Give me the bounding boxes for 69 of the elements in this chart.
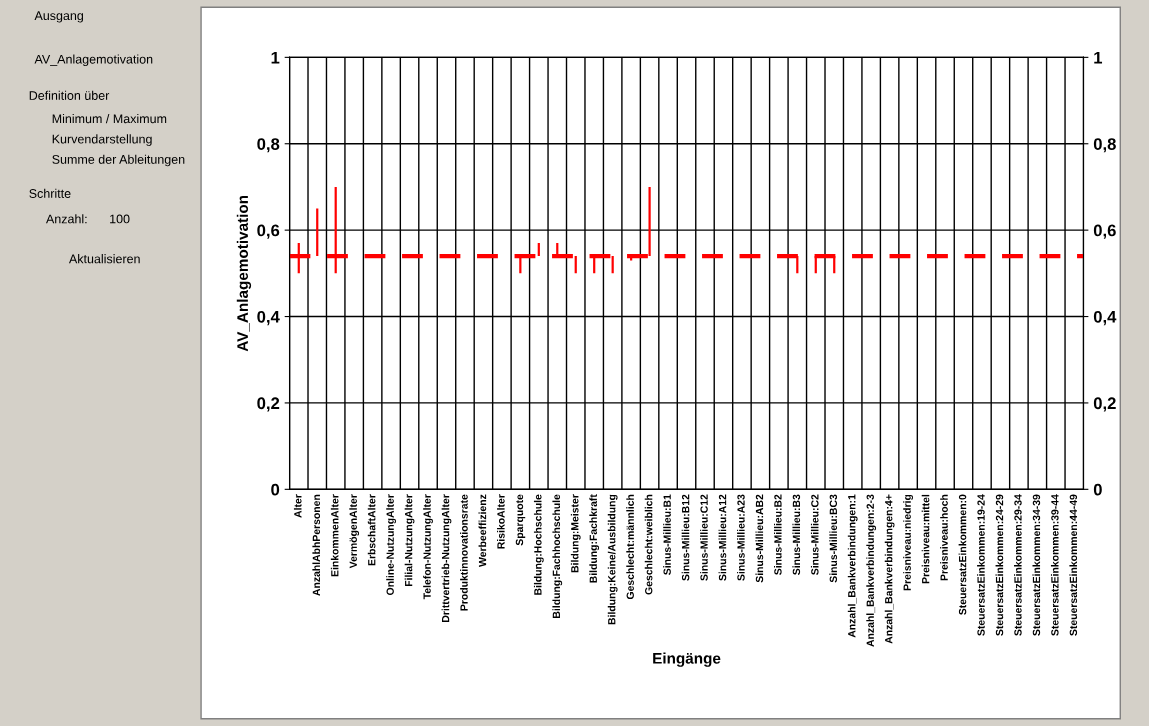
x-tick-label: Bildung:Fachkraft	[589, 494, 600, 583]
x-tick-label: SteuersatzEinkommen:39-44	[1050, 494, 1059, 636]
x-tick-label: VermögenAlter	[349, 494, 360, 569]
x-tick-label: ErbschaftAlter	[367, 494, 376, 566]
x-tick-label: SteuersatzEinkommen:0	[958, 494, 967, 615]
text: Schritte	[29, 188, 71, 198]
text: Minimum / Maximum	[52, 113, 167, 124]
x-tick-label: Bildung:Keine/Ausbildung	[607, 494, 618, 625]
x-tick-label: Preisniveau:mittel	[921, 494, 930, 584]
y-tick-label: 0,2	[257, 397, 280, 412]
text: Definition über	[29, 90, 110, 100]
x-tick-label: Preisniveau:hoch	[940, 494, 948, 581]
x-tick-label: SteuersatzEinkommen:29-34	[1014, 494, 1022, 636]
x-tick-label: EinkommenAlter	[330, 494, 339, 577]
x-tick-label: Geschlecht:weiblich	[644, 494, 653, 595]
x-tick-label: Geschlecht:männlich	[626, 494, 634, 600]
text: Aktualisieren	[68, 254, 140, 264]
x-tick-label: Produktinnovationsrate	[460, 494, 468, 611]
x-tick-label: Werbeeffizienz	[478, 494, 487, 567]
x-tick-label: Sinus-Millieu:A12	[718, 494, 727, 581]
x-tick-label: RisikoAlter	[497, 494, 505, 549]
text: Ausgang	[34, 11, 84, 23]
x-tick-label: Sinus-Millieu:B1	[663, 494, 671, 575]
text: Kurvendarstellung	[52, 134, 152, 146]
y2-tick-label: 1	[1094, 51, 1103, 64]
x-tick-label: Anzahl_Bankverbindungen:1	[847, 494, 858, 638]
y-tick-label: 1	[271, 51, 280, 64]
x-tick-label: Sinus-Millieu:AB2	[755, 494, 764, 583]
text: AV_Anlagemotivation	[34, 54, 153, 67]
x-tick-label: Bildung:Meister	[570, 494, 581, 573]
x-tick-label: Sinus-Millieu:BC3	[829, 494, 838, 583]
y2-tick-label: 0,8	[1093, 138, 1116, 153]
x-tick-label: Sinus-Millieu:B2	[773, 494, 782, 575]
text: Anzahl:	[45, 214, 87, 224]
y2-tick-label: 0,2	[1093, 397, 1116, 412]
y-tick-label: 0,6	[257, 224, 280, 239]
text: 100	[110, 214, 130, 224]
y2-tick-label: 0,6	[1093, 224, 1116, 239]
x-tick-label: SteuersatzEinkommen:44-49	[1069, 494, 1078, 636]
x-tick-label: Bildung:Fachhochschule	[552, 494, 563, 618]
x-tick-label: Sinus-Millieu:C2	[810, 494, 819, 575]
x-tick-label: Filial-NutzungAlter	[404, 494, 415, 587]
y2-tick-label: 0	[1093, 483, 1102, 496]
x-tick-label: Sinus-Millieu:B12	[681, 494, 690, 581]
x-axis-title: Eingänge	[653, 652, 721, 667]
bar	[316, 208, 319, 257]
y-tick-label: 0,4	[257, 310, 280, 326]
y-tick-label: 0,8	[257, 138, 280, 153]
x-tick-label: SteuersatzEinkommen:19-24	[977, 494, 985, 636]
x-tick-label: Sinus-Millieu:C12	[700, 494, 708, 581]
x-tick-label: Online-NutzungAlter	[386, 494, 396, 596]
x-tick-label: Sinus-Millieu:A23	[737, 494, 745, 581]
x-tick-label: Anzahl_Bankverbindungen:2-3	[866, 494, 877, 647]
bar	[537, 243, 540, 257]
y-axis-title: AV_Anlagemotivation	[236, 195, 252, 352]
x-tick-label: Preisniveau:niedrig	[903, 494, 913, 591]
x-tick-label: Alter	[293, 494, 302, 518]
x-tick-label: Anzahl_Bankverbindungen:4+	[884, 494, 895, 644]
x-tick-label: Sparquote	[515, 494, 526, 546]
x-tick-label: SteuersatzEinkommen:24-29	[995, 494, 1004, 636]
x-tick-label: AnzahlAbhPersonen	[312, 494, 321, 596]
y-tick-label: 0	[271, 483, 280, 496]
x-tick-label: Sinus-Millieu:B3	[792, 494, 801, 575]
x-tick-label: Bildung:Hochschule	[533, 494, 544, 595]
text: Summe der Ableitungen	[52, 154, 185, 167]
x-tick-label: Drittvertrieb-NutzungAlter	[441, 494, 452, 622]
x-tick-label: SteuersatzEinkommen:34-39	[1032, 494, 1041, 636]
x-tick-label: Telefon-NutzungAlter	[423, 494, 433, 600]
y2-tick-label: 0,4	[1093, 310, 1117, 326]
